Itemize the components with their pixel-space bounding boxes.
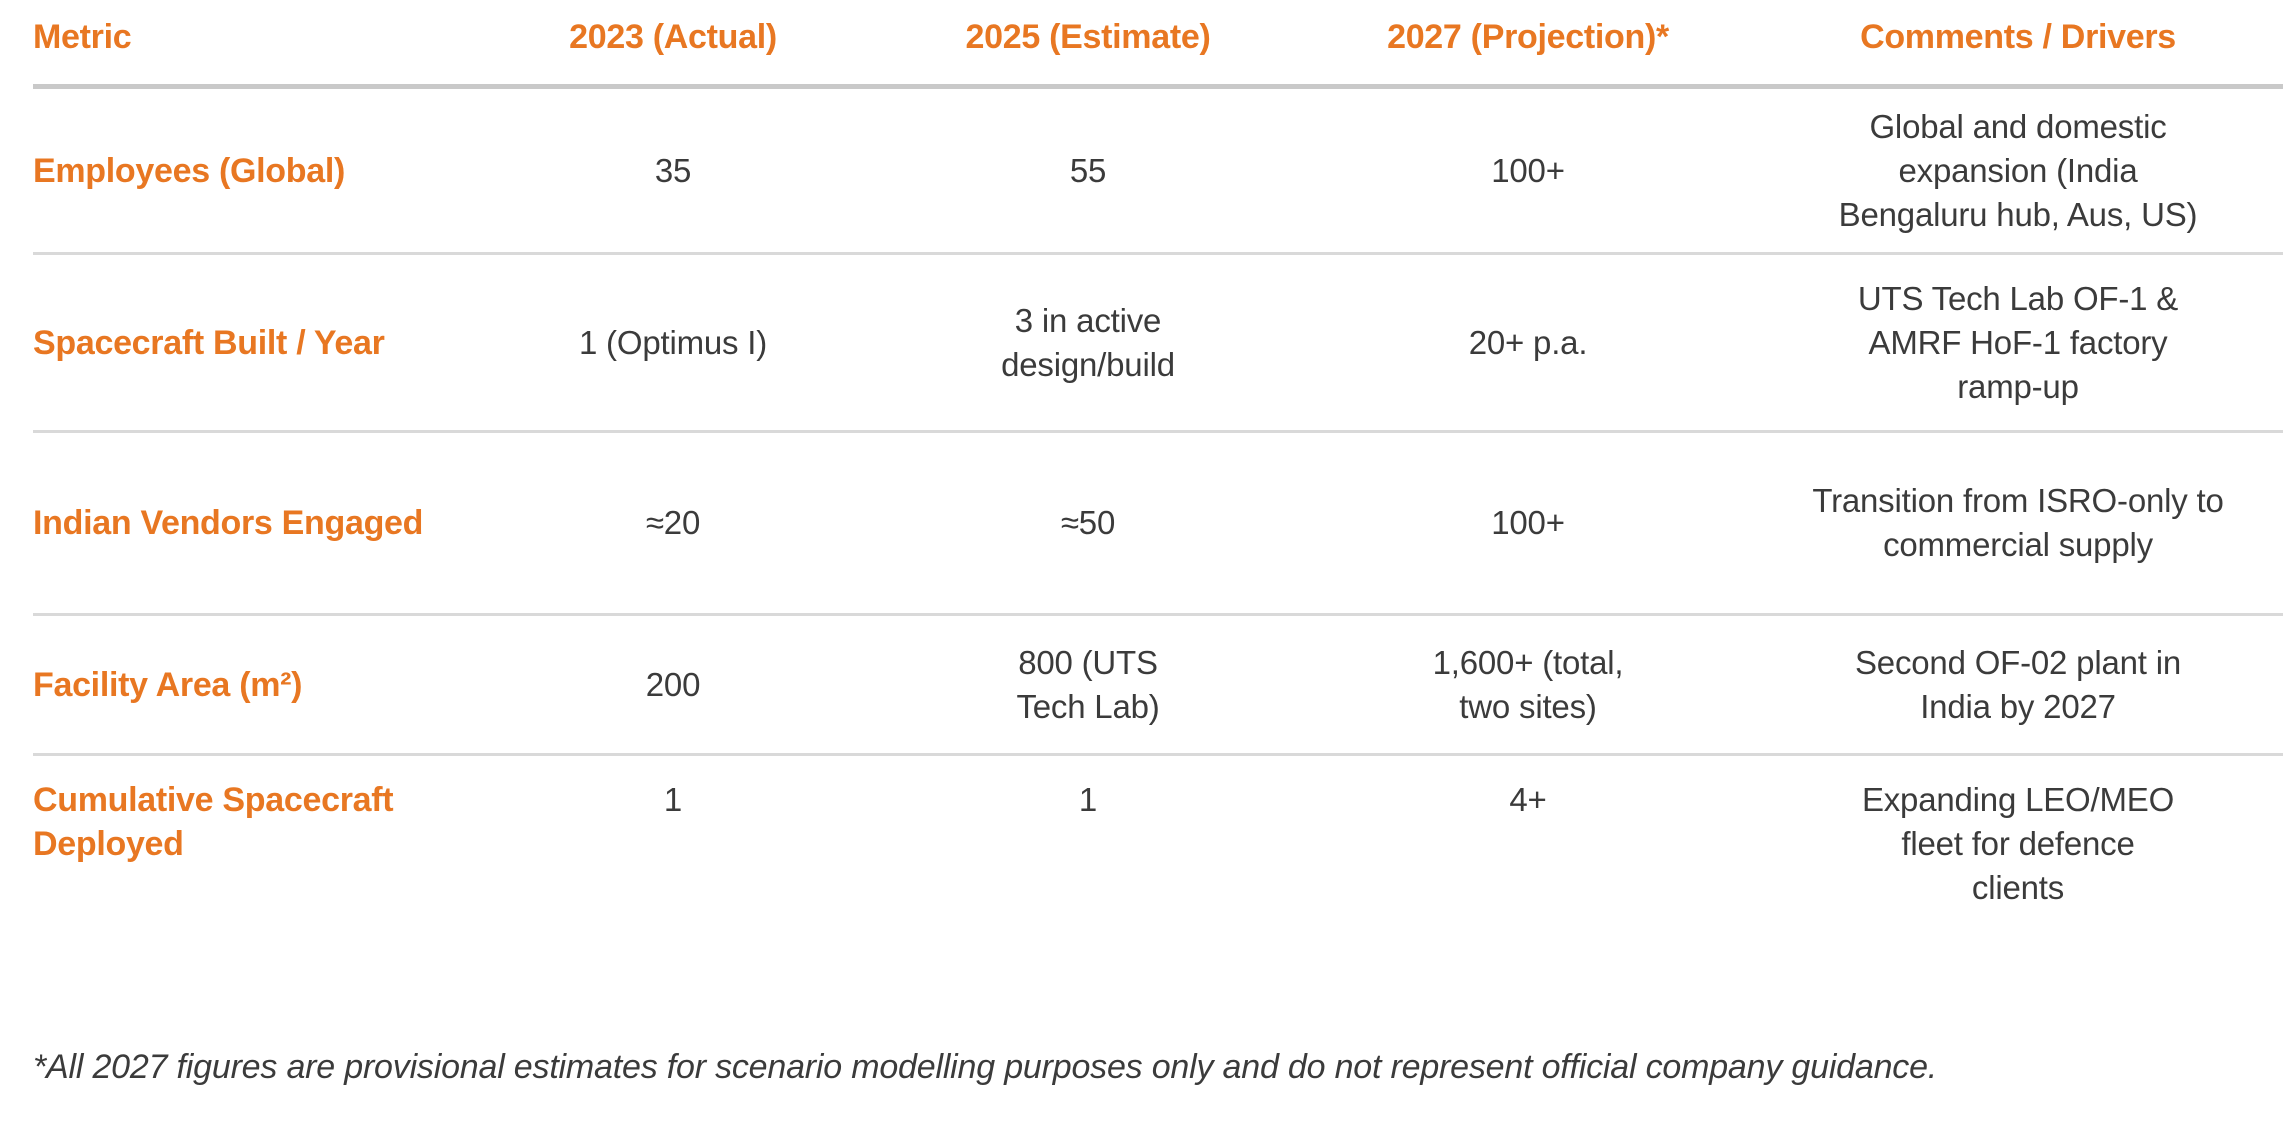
value-cell-2027: 4+ (1509, 781, 1547, 818)
table-header-row: Metric 2023 (Actual) 2025 (Estimate) 202… (33, 10, 2283, 89)
table-row: Facility Area (m²) 200 800 (UTS Tech Lab… (33, 616, 2283, 756)
column-header-2025-estimate: 2025 (Estimate) (965, 18, 1211, 56)
comments-cell: Expanding LEO/MEO fleet for defence clie… (1861, 781, 2175, 906)
value-cell-2025: 1 (1078, 781, 1098, 818)
table-row: Indian Vendors Engaged ≈20 ≈50 100+ Tran… (33, 433, 2283, 616)
footnote: *All 2027 figures are provisional estima… (33, 1048, 1938, 1086)
value-cell-2025: 55 (1069, 151, 1107, 189)
metric-cell: Spacecraft Built / Year (33, 323, 385, 362)
comments-cell: Transition from ISRO-only to commercial … (1812, 482, 2224, 563)
column-header-2027-projection: 2027 (Projection)* (1387, 18, 1669, 56)
metric-cell: Cumulative Spacecraft Deployed (33, 781, 394, 863)
value-cell-2023: 200 (645, 665, 701, 703)
value-cell-2023: 1 (663, 781, 683, 818)
value-cell-2023: 35 (654, 151, 692, 189)
table-row: Employees (Global) 35 55 100+ Global and… (33, 89, 2283, 255)
metric-cell: Indian Vendors Engaged (33, 504, 424, 542)
metric-cell: Facility Area (m²) (33, 665, 303, 704)
column-header-comments-drivers: Comments / Drivers (1860, 18, 2176, 56)
value-cell-2023: ≈20 (645, 504, 701, 541)
value-cell-2025: 3 in active design/build (1001, 301, 1175, 383)
value-cell-2027: 20+ p.a. (1468, 323, 1588, 361)
value-cell-2025: ≈50 (1060, 504, 1116, 541)
value-cell-2027: 100+ (1491, 504, 1565, 541)
table-row: Cumulative Spacecraft Deployed 1 1 4+ Ex… (33, 756, 2283, 986)
comments-cell: Second OF-02 plant in India by 2027 (1855, 643, 2181, 725)
table-row: Spacecraft Built / Year 1 (Optimus I) 3 … (33, 255, 2283, 433)
column-header-metric: Metric (33, 18, 132, 56)
column-header-2023-actual: 2023 (Actual) (569, 18, 777, 56)
comments-cell: UTS Tech Lab OF-1 & AMRF HoF-1 factory r… (1857, 279, 2179, 405)
comments-cell: Global and domestic expansion (India Ben… (1838, 107, 2198, 233)
value-cell-2023: 1 (Optimus I) (578, 323, 768, 361)
metrics-table: Metric 2023 (Actual) 2025 (Estimate) 202… (33, 10, 2283, 986)
value-cell-2027: 100+ (1491, 151, 1565, 189)
metric-cell: Employees (Global) (33, 151, 346, 190)
value-cell-2027: 1,600+ (total, two sites) (1432, 643, 1624, 725)
value-cell-2025: 800 (UTS Tech Lab) (1016, 643, 1160, 725)
